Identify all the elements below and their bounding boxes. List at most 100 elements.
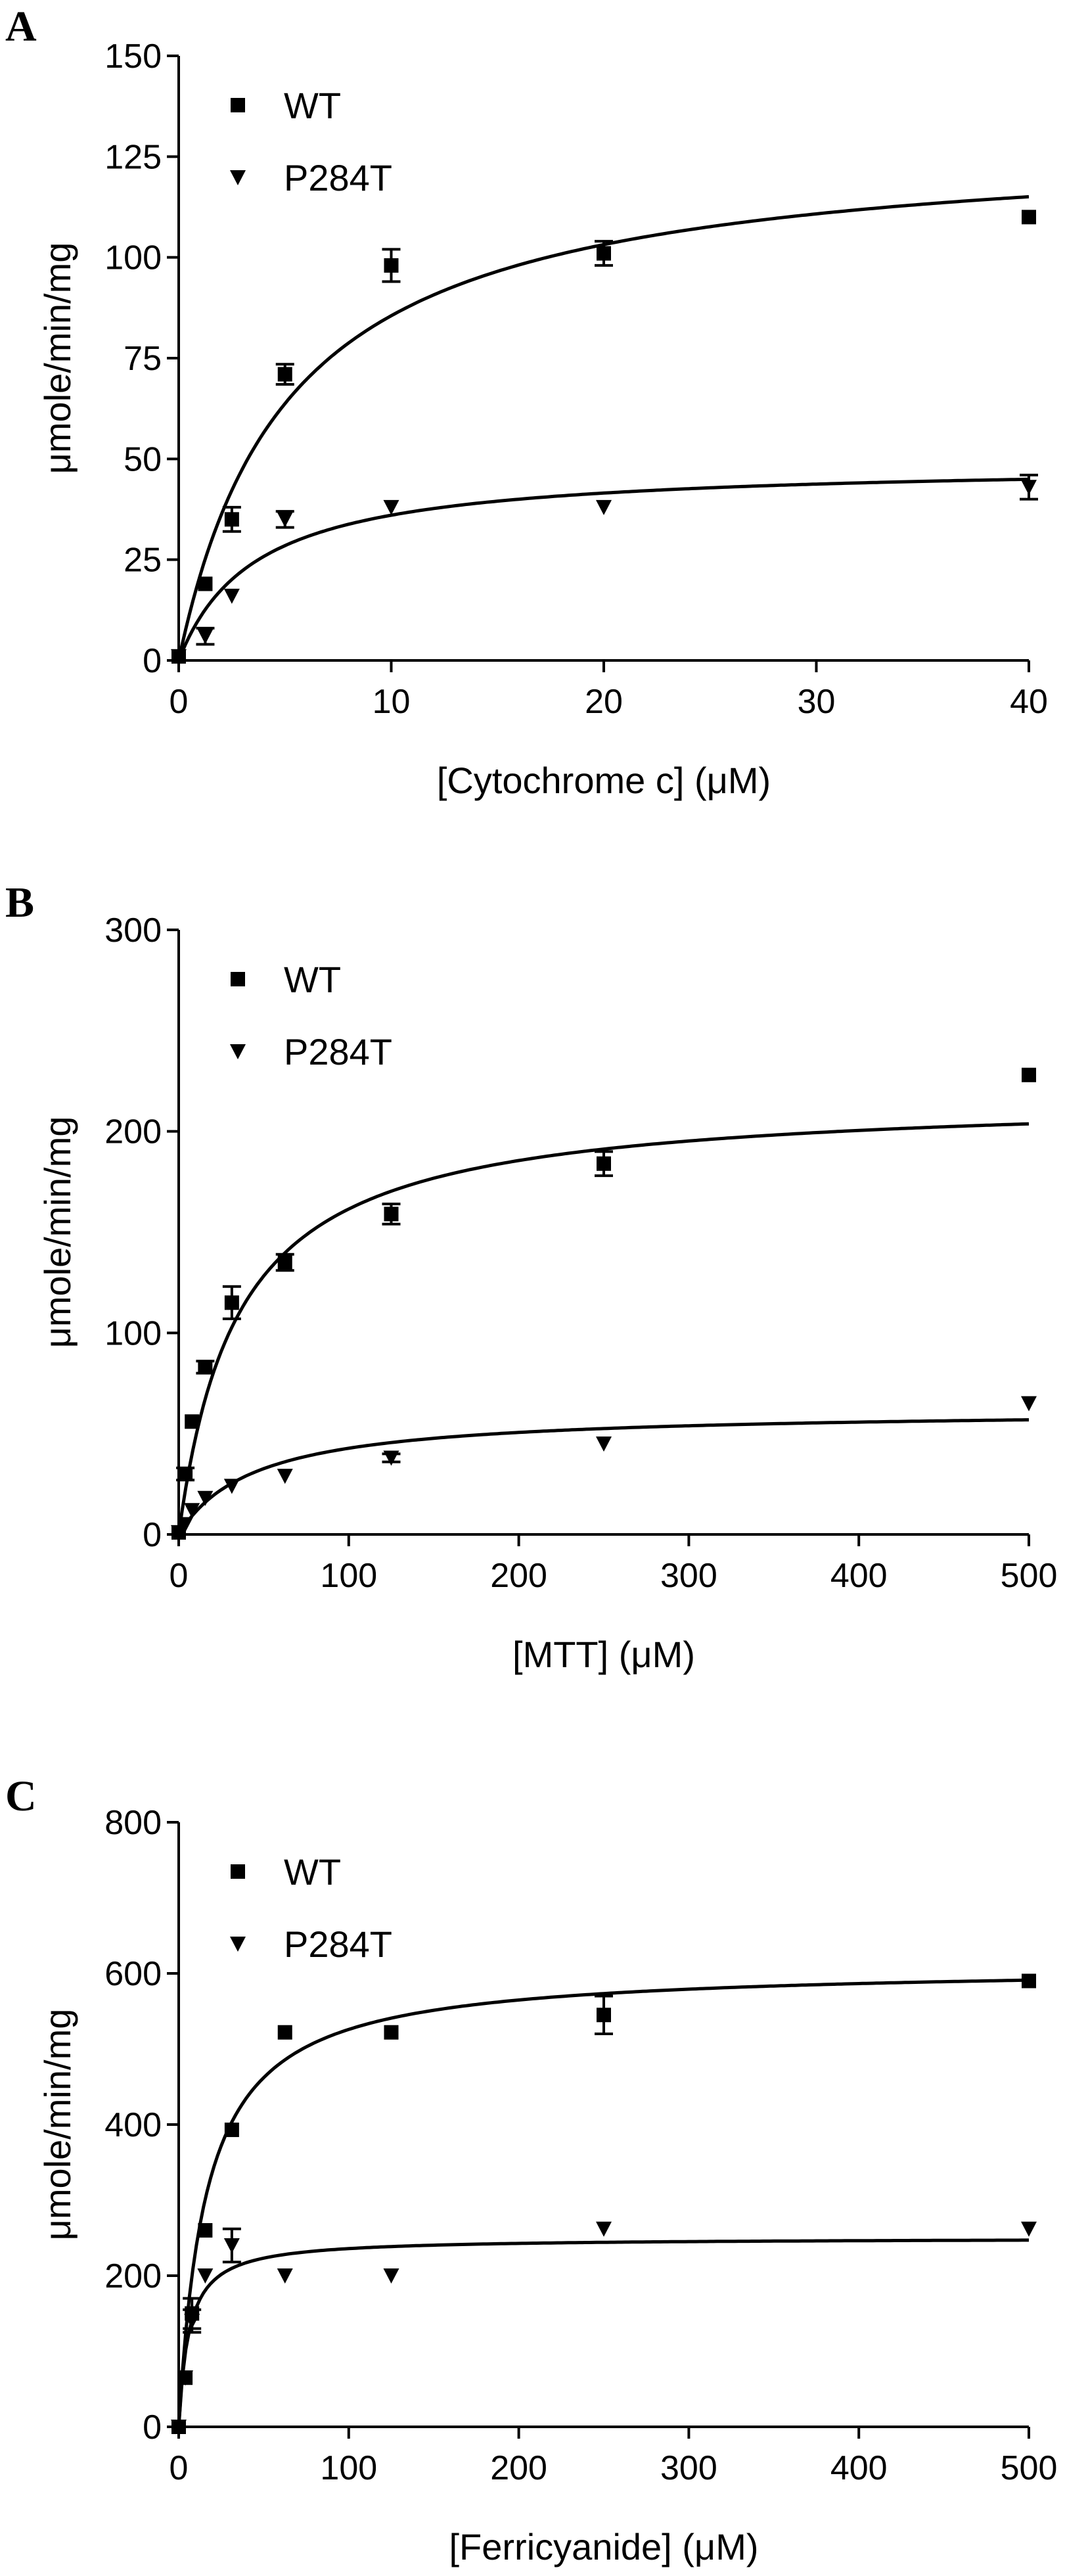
legend-marker <box>231 98 245 112</box>
data-point <box>596 1437 612 1452</box>
data-point <box>384 2025 399 2040</box>
y-tick-label: 100 <box>104 239 162 277</box>
data-point <box>171 2420 187 2435</box>
data-point <box>1022 1067 1036 1082</box>
data-point <box>1022 210 1036 225</box>
fit-curve <box>177 477 1030 661</box>
chart-panel-b: B 0 100 200 300 0 100 200 300 400 500 [MTT] (μM) μmo… <box>5 879 1057 1675</box>
x-tick-label: 200 <box>490 1557 547 1595</box>
legend-label: WT <box>284 1851 341 1893</box>
x-tick-label: 300 <box>660 1557 717 1595</box>
y-tick-label: 100 <box>104 1314 162 1352</box>
legend-marker <box>230 1044 246 1059</box>
y-tick-label: 800 <box>104 1804 162 1842</box>
x-tick-label: 100 <box>320 2449 377 2487</box>
data-point <box>277 512 293 528</box>
data-point <box>198 1360 213 1375</box>
legend-marker <box>230 170 246 185</box>
series-p284t <box>171 2221 1037 2435</box>
x-tick-label: 0 <box>170 683 189 721</box>
y-axis-label: μmole/min/mg <box>37 242 78 474</box>
data-point <box>596 499 612 515</box>
y-tick-label: 600 <box>104 1955 162 1993</box>
data-point <box>383 2268 399 2284</box>
series-wt <box>171 1067 1036 1540</box>
x-tick-label: 40 <box>1010 683 1048 721</box>
y-tick-label: 0 <box>143 642 162 680</box>
data-point <box>197 629 214 645</box>
data-point <box>1022 1973 1036 1989</box>
data-point <box>223 588 240 604</box>
y-tick-label: 300 <box>104 911 162 950</box>
x-tick-label: 500 <box>1001 2449 1058 2487</box>
x-tick-label: 10 <box>373 683 411 721</box>
legend-label: WT <box>284 85 341 126</box>
data-point <box>597 1156 611 1171</box>
panel-letter: A <box>5 3 37 51</box>
data-point <box>383 1450 399 1466</box>
y-tick-label: 400 <box>104 2106 162 2144</box>
legend-marker <box>230 1937 246 1952</box>
data-point <box>184 1503 200 1519</box>
data-point <box>177 1517 194 1532</box>
x-tick-label: 200 <box>490 2449 547 2487</box>
fit-curve <box>177 1122 1030 1535</box>
data-point <box>384 1207 399 1222</box>
data-point <box>197 2268 214 2284</box>
legend-marker <box>231 1864 245 1879</box>
legend-label: P284T <box>284 1923 392 1965</box>
x-tick-label: 0 <box>170 2449 189 2487</box>
legend-label: P284T <box>284 157 392 198</box>
data-point <box>171 649 187 664</box>
y-tick-label: 75 <box>124 340 162 378</box>
y-tick-label: 125 <box>104 138 162 176</box>
data-point <box>1021 480 1037 495</box>
y-axis-label: μmole/min/mg <box>37 2009 78 2241</box>
legend-marker <box>231 972 245 986</box>
data-point <box>177 2370 194 2386</box>
panel-letter: C <box>5 1772 37 1820</box>
data-point <box>383 499 399 515</box>
y-tick-label: 150 <box>104 37 162 76</box>
legend-label: P284T <box>284 1031 392 1072</box>
data-point <box>198 576 213 591</box>
data-point <box>198 2223 213 2238</box>
y-axis-label: μmole/min/mg <box>37 1116 78 1348</box>
data-point <box>277 367 292 382</box>
series-p284t <box>171 473 1038 664</box>
x-tick-label: 500 <box>1001 1557 1058 1595</box>
y-tick-label: 200 <box>104 1113 162 1151</box>
data-point <box>224 512 239 527</box>
panel-letter: B <box>5 879 34 927</box>
data-point <box>171 1525 187 1540</box>
data-point <box>224 2123 239 2138</box>
data-point <box>277 1255 292 1270</box>
data-point <box>1021 2221 1037 2237</box>
x-axis-label: [Ferricyanide] (μM) <box>449 2526 759 2567</box>
x-axis-label: [Cytochrome c] (μM) <box>437 760 771 801</box>
x-axis-label: [MTT] (μM) <box>512 1634 695 1675</box>
y-tick-label: 25 <box>124 541 162 580</box>
chart-panel-a: A 0 25 50 75 100 125 150 0 10 20 30 40 [Cytochrome c]… <box>5 3 1048 801</box>
data-point <box>277 2268 293 2284</box>
fit-curve <box>177 1418 1029 1536</box>
data-point <box>597 2008 611 2023</box>
x-tick-label: 400 <box>830 1557 888 1595</box>
data-point <box>184 2314 200 2329</box>
x-tick-label: 100 <box>320 1557 377 1595</box>
y-tick-label: 0 <box>143 2408 162 2447</box>
data-point <box>384 258 399 273</box>
data-point <box>1021 1396 1037 1412</box>
x-tick-label: 30 <box>798 683 836 721</box>
y-tick-label: 50 <box>124 440 162 478</box>
data-point <box>185 1414 200 1429</box>
series-p284t <box>171 1396 1037 1540</box>
legend-label: WT <box>284 959 341 1000</box>
x-tick-label: 300 <box>660 2449 717 2487</box>
data-point <box>596 2221 612 2237</box>
data-point <box>178 1467 193 1481</box>
data-point <box>597 246 611 261</box>
fit-curve <box>177 1978 1029 2427</box>
data-point <box>223 2238 240 2253</box>
